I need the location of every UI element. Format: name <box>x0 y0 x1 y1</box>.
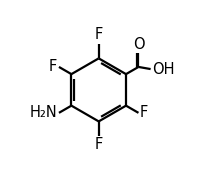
Text: H₂N: H₂N <box>30 105 57 120</box>
Text: F: F <box>140 105 148 120</box>
Text: O: O <box>133 37 144 52</box>
Text: F: F <box>49 59 57 74</box>
Text: F: F <box>95 27 103 42</box>
Text: OH: OH <box>152 62 174 77</box>
Text: F: F <box>95 137 103 152</box>
